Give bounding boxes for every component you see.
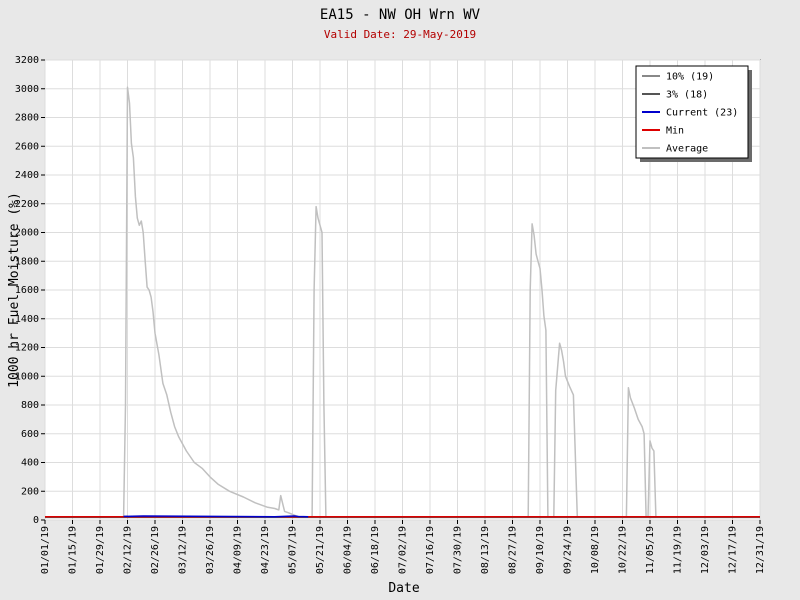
x-tick-label: 09/10/19 <box>535 526 546 574</box>
x-tick-label: 11/19/19 <box>673 526 684 574</box>
y-tick-label: 2200 <box>15 199 39 210</box>
x-tick-label: 06/04/19 <box>343 526 354 574</box>
x-tick-label: 07/02/19 <box>398 526 409 574</box>
y-tick-label: 1600 <box>15 285 39 296</box>
y-axis-ticks: 0 200 400 600 800 1000 1200 1400 1600 1800 2000 220… <box>15 55 45 526</box>
x-tick-label: 11/05/19 <box>645 526 656 574</box>
chart-title: EA15 - NW OH Wrn WV <box>320 7 481 23</box>
x-tick-label: 08/13/19 <box>480 526 491 574</box>
x-tick-label: 04/09/19 <box>233 526 244 574</box>
x-tick-label: 04/23/19 <box>260 526 271 574</box>
x-tick-label: 08/27/19 <box>508 526 519 574</box>
x-tick-label: 12/17/19 <box>728 526 739 574</box>
x-tick-label: 09/24/19 <box>563 526 574 574</box>
y-tick-label: 2000 <box>15 228 39 239</box>
x-tick-label: 05/21/19 <box>315 526 326 574</box>
y-tick-label: 200 <box>21 486 39 497</box>
y-tick-label: 3200 <box>15 55 39 66</box>
y-tick-label: 600 <box>21 429 39 440</box>
y-tick-label: 1800 <box>15 256 39 267</box>
series-line-current-23 <box>123 515 309 518</box>
chart-subtitle: Valid Date: 29-May-2019 <box>324 28 476 41</box>
y-tick-label: 800 <box>21 400 39 411</box>
x-axis-ticks: 01/01/19 01/15/19 01/29/19 02/12/19 02/26/19… <box>40 520 766 574</box>
x-tick-label: 02/12/19 <box>123 526 134 574</box>
y-tick-label: 2600 <box>15 141 39 152</box>
y-tick-label: 400 <box>21 458 39 469</box>
legend-entry: Min <box>666 126 684 137</box>
series-lines <box>45 86 760 519</box>
legend-entry: 10% (19) <box>666 72 714 83</box>
series-line-average <box>45 86 760 518</box>
x-tick-label: 06/18/19 <box>370 526 381 574</box>
y-tick-label: 1200 <box>15 343 39 354</box>
y-tick-label: 2400 <box>15 170 39 181</box>
legend: 10% (19) 3% (18) Current (23) Min Average <box>635 65 752 162</box>
x-tick-label: 03/12/19 <box>178 526 189 574</box>
x-tick-label: 03/26/19 <box>205 526 216 574</box>
y-tick-label: 2800 <box>15 113 39 124</box>
legend-entry: Current (23) <box>666 108 738 119</box>
x-tick-label: 01/29/19 <box>95 526 106 574</box>
x-tick-label: 07/16/19 <box>425 526 436 574</box>
x-tick-label: 12/03/19 <box>700 526 711 574</box>
x-tick-label: 12/31/19 <box>755 526 766 574</box>
x-tick-label: 01/01/19 <box>40 526 51 574</box>
x-tick-label: 10/22/19 <box>618 526 629 574</box>
y-tick-label: 0 <box>33 515 39 526</box>
y-tick-label: 3000 <box>15 84 39 95</box>
x-tick-label: 01/15/19 <box>68 526 79 574</box>
y-tick-label: 1400 <box>15 314 39 325</box>
x-axis-title: Date <box>388 581 419 596</box>
x-tick-label: 10/08/19 <box>590 526 601 574</box>
x-tick-label: 05/07/19 <box>288 526 299 574</box>
grid-lines <box>44 59 761 521</box>
x-tick-label: 07/30/19 <box>453 526 464 574</box>
legend-entry: Average <box>666 144 708 155</box>
y-tick-label: 1000 <box>15 371 39 382</box>
x-tick-label: 02/26/19 <box>150 526 161 574</box>
legend-entry: 3% (18) <box>666 90 708 101</box>
y-axis-title: 1000 hr Fuel Moisture (%) <box>7 192 22 388</box>
